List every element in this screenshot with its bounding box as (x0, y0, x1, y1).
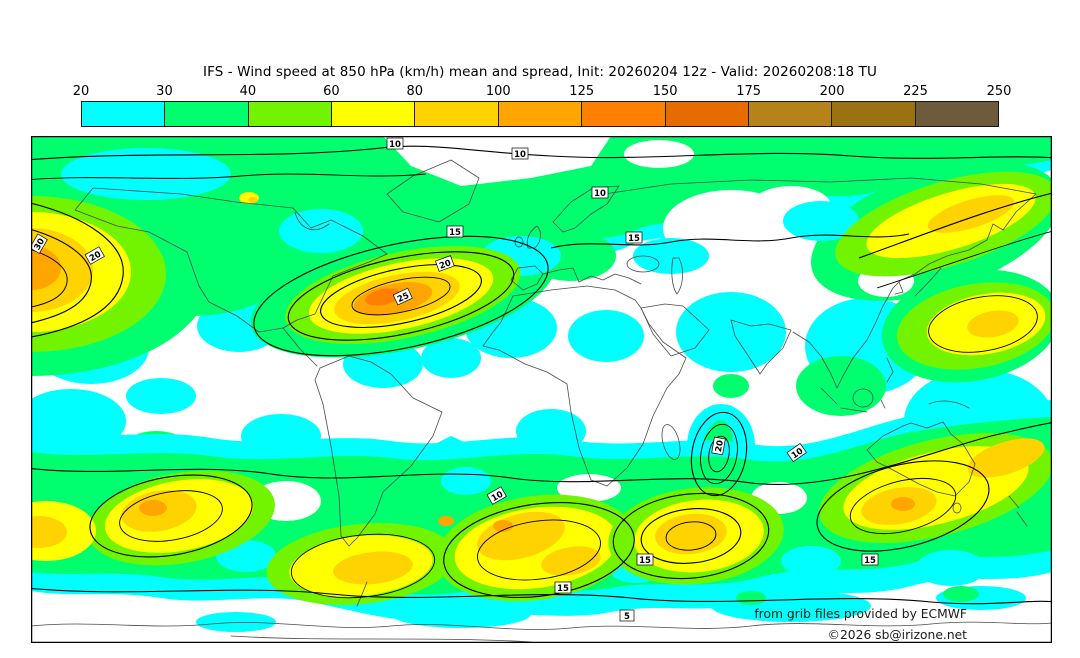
svg-text:10: 10 (514, 150, 526, 160)
colorbar-tick-label: 175 (736, 84, 762, 99)
colorbar-segment (915, 102, 998, 126)
spread-contours (31, 145, 1052, 605)
svg-text:20: 20 (714, 439, 726, 452)
contour-label: 10 (591, 186, 609, 199)
contour-label: 5 (619, 609, 635, 622)
colorbar-segment (165, 102, 249, 126)
colorbar-tick-labels: 20 30 40 60 80 100 125 150 175 200 225 250 (73, 84, 1012, 99)
contour-value-labels: 10 10 15 20 25 30 20 10 15 10 10 15 15 2… (31, 137, 879, 622)
colorbar: 20 30 40 60 80 100 125 150 175 200 225 250 (73, 84, 1012, 130)
contour-label: 15 (636, 553, 654, 566)
colorbar-segment (582, 102, 666, 126)
contour-label: 20 (434, 255, 455, 272)
fill-layer-antarctic (196, 586, 1026, 632)
contour-label: 15 (446, 225, 464, 238)
contour-label: 25 (392, 287, 413, 306)
colorbar-tick-label: 100 (485, 84, 511, 99)
colorbar-tick-label: 60 (323, 84, 340, 99)
colorbar-segment (748, 102, 833, 126)
contour-label: 10 (486, 486, 507, 505)
contour-label: 20 (711, 436, 726, 456)
contour-label: 15 (625, 231, 643, 244)
world-wind-map: 10 10 15 20 25 30 20 10 15 10 10 15 15 2… (31, 136, 1052, 643)
colorbar-segment (415, 102, 499, 126)
credit-ecmwf: from grib files provided by ECMWF (754, 607, 967, 621)
wind-speed-map-svg: 10 10 15 20 25 30 20 10 15 10 10 15 15 2… (31, 136, 1052, 643)
colorbar-tick-label: 30 (156, 84, 173, 99)
svg-text:10: 10 (389, 140, 401, 150)
colorbar-segment (248, 102, 333, 126)
colorbar-tick-label: 150 (652, 84, 678, 99)
colorbar-segment (832, 102, 916, 126)
contour-label: 15 (861, 553, 879, 566)
contour-label: 10 (511, 147, 529, 160)
colorbar-tick-label: 125 (569, 84, 595, 99)
svg-text:25: 25 (396, 291, 411, 305)
contour-label: 15 (554, 581, 572, 594)
credit-copyright: ©2026 sb@irizone.net (828, 628, 968, 642)
colorbar-segment (82, 102, 166, 126)
colorbar-gradient-bar (81, 101, 999, 127)
coastlines (31, 159, 1052, 643)
colorbar-tick-label: 200 (819, 84, 845, 99)
svg-text:15: 15 (449, 228, 461, 238)
svg-text:20: 20 (438, 258, 453, 271)
svg-text:15: 15 (639, 556, 651, 566)
svg-text:15: 15 (557, 584, 569, 594)
map-border (31, 136, 1052, 643)
colorbar-segment (332, 102, 416, 126)
colorbar-tick-label: 80 (406, 84, 424, 99)
svg-text:15: 15 (864, 556, 876, 566)
colorbar-tick-label: 40 (239, 84, 257, 99)
page-title: IFS - Wind speed at 850 hPa (km/h) mean … (203, 64, 877, 80)
colorbar-segment (665, 102, 749, 126)
colorbar-segment (498, 102, 583, 126)
colorbar-tick-label: 20 (72, 84, 90, 99)
colorbar-tick-label: 225 (903, 84, 928, 99)
svg-text:5: 5 (624, 612, 630, 622)
svg-text:15: 15 (628, 234, 640, 244)
contour-label: 10 (386, 137, 404, 150)
svg-text:10: 10 (594, 189, 606, 199)
colorbar-tick-label: 250 (986, 84, 1012, 99)
